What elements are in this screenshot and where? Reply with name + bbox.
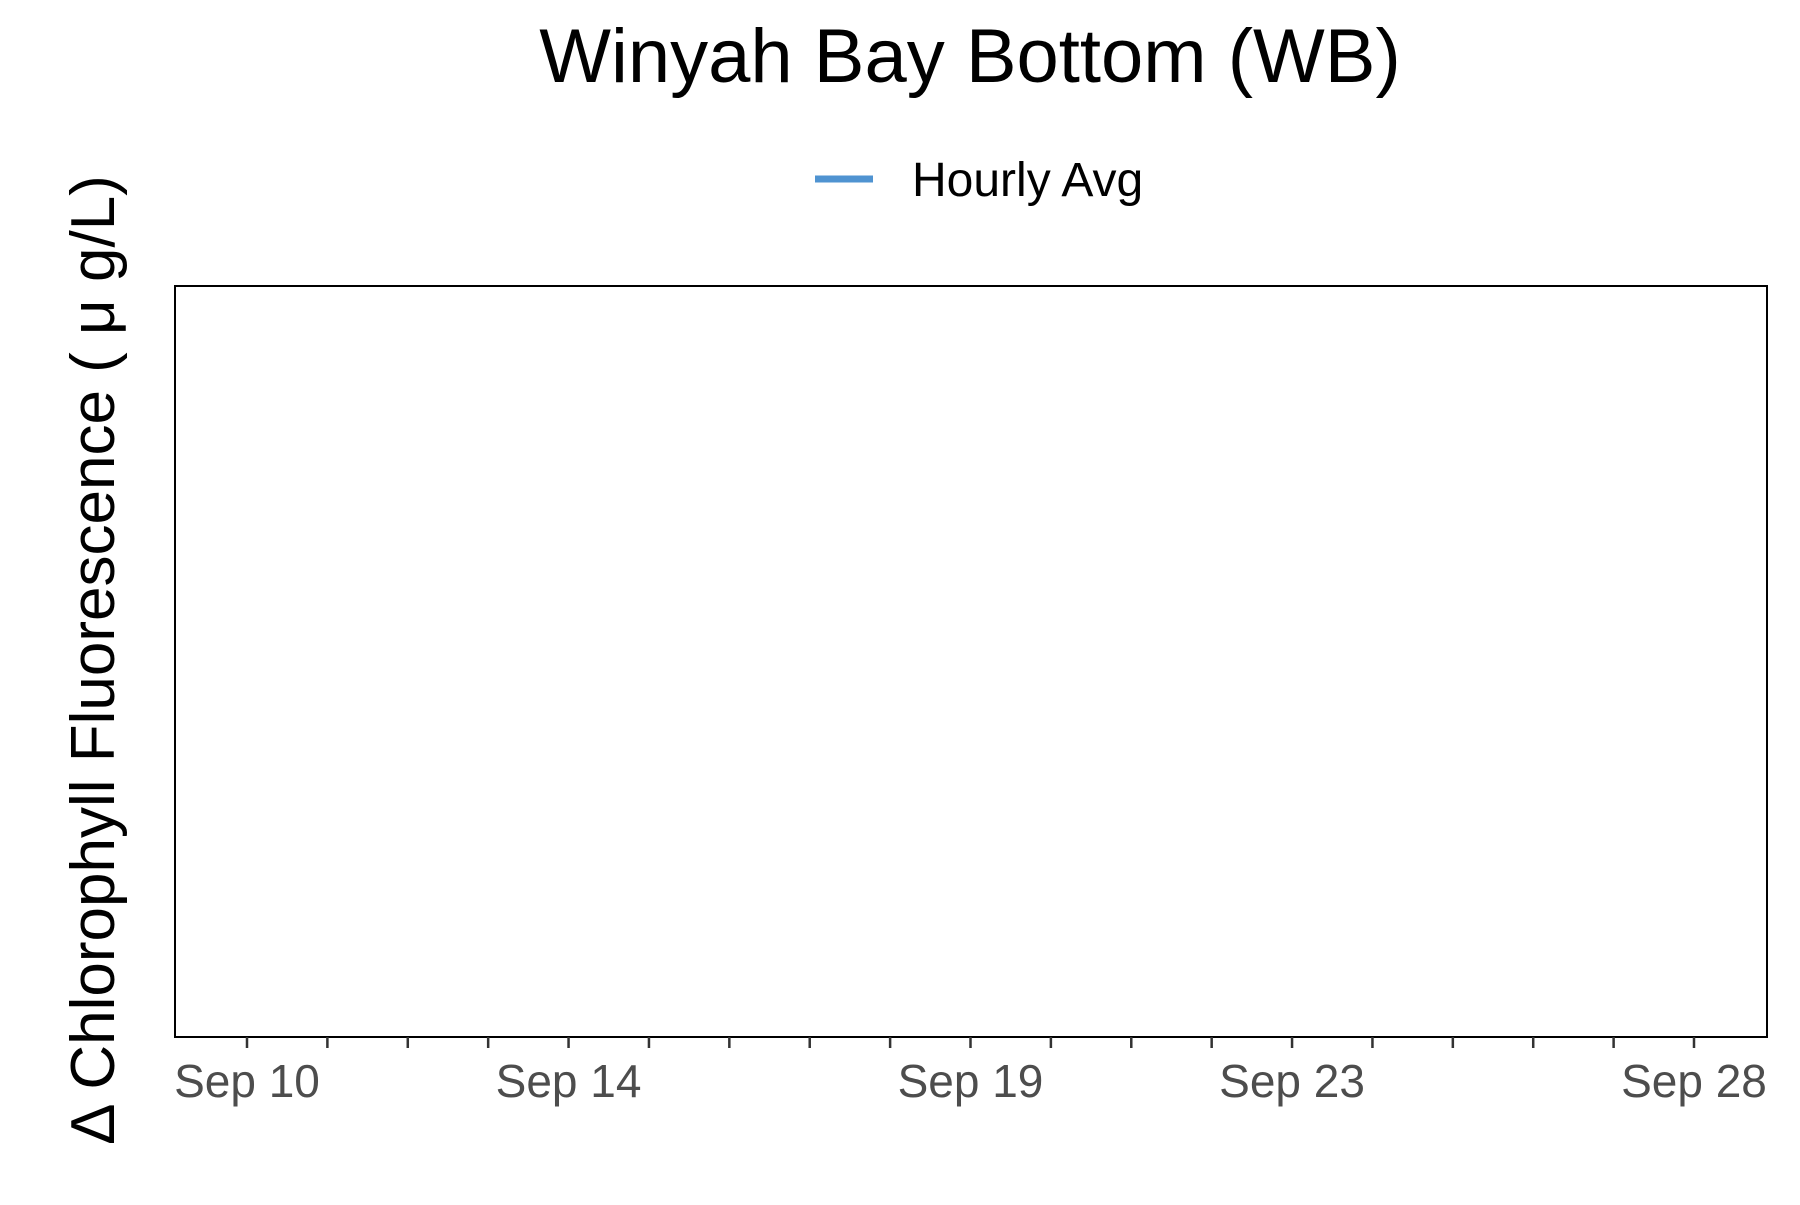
x-tick-label: Sep 19 xyxy=(898,1055,1044,1107)
x-tick-label: Sep 10 xyxy=(174,1055,320,1107)
x-tick-label: Sep 28 xyxy=(1621,1055,1767,1107)
legend: Hourly Avg xyxy=(815,154,1143,207)
x-tick-label: Sep 23 xyxy=(1219,1055,1365,1107)
chart-title: Winyah Bay Bottom (WB) xyxy=(539,14,1401,99)
x-tick-label: Sep 14 xyxy=(496,1055,642,1107)
x-axis: Sep 10 Sep 14 Sep 19 Sep 23 Sep 28 xyxy=(174,1037,1767,1107)
y-axis-label: Δ Chlorophyll Fluorescence ( μ g/L) xyxy=(59,175,128,1145)
plot-area xyxy=(174,285,1768,1038)
legend-label: Hourly Avg xyxy=(912,154,1143,207)
